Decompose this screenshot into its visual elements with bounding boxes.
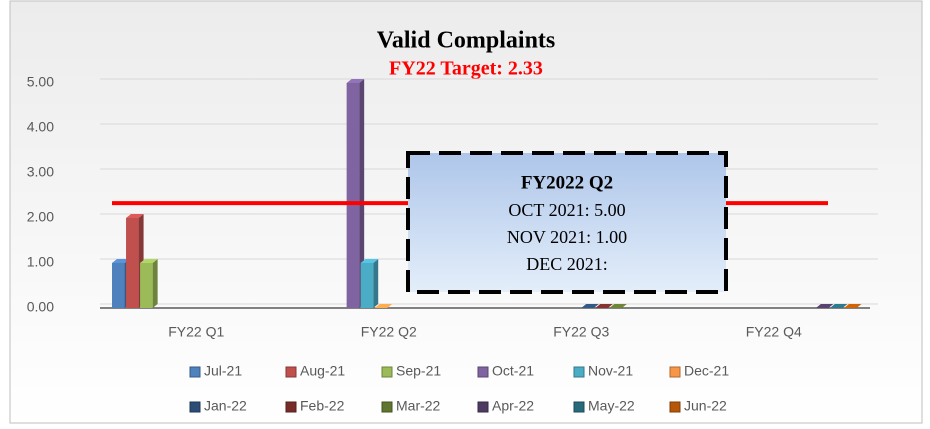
bar-top — [126, 214, 144, 218]
bar — [609, 304, 627, 308]
legend-label: Sep-21 — [396, 363, 441, 379]
y-tick-label: 0.00 — [27, 299, 54, 315]
legend-swatch — [285, 401, 297, 413]
legend-swatch — [669, 401, 681, 413]
bar — [360, 259, 379, 308]
legend-swatch — [573, 401, 585, 413]
bar-top — [581, 304, 599, 308]
y-tick-label: 5.00 — [27, 74, 54, 90]
annotation-box — [406, 151, 728, 294]
legend-label: Oct-21 — [492, 363, 534, 379]
legend-swatch — [381, 366, 393, 378]
legend-swatch — [669, 366, 681, 378]
bar-top — [346, 79, 365, 83]
legend-swatch — [573, 366, 585, 378]
bar — [140, 259, 158, 308]
bar-top — [815, 304, 834, 308]
bar-front — [112, 263, 125, 308]
bar-front — [126, 218, 139, 308]
legend-label: Jan-22 — [204, 398, 247, 414]
legend-label: Nov-21 — [588, 363, 633, 379]
annotation-line: DEC 2021: — [526, 254, 608, 274]
bar-front — [346, 83, 360, 308]
legend-swatch — [477, 366, 489, 378]
annotation-title: FY2022 Q2 — [521, 172, 613, 193]
bar-side — [152, 259, 158, 308]
bar — [843, 304, 862, 308]
legend: Jul-21 Aug-21 Sep-21 Oct-21 Nov-21 Dec-21 Jan-… — [189, 363, 729, 414]
x-tick-label: FY22 Q4 — [746, 324, 802, 340]
plot: 0.00 1.00 2.00 3.00 4.00 5.00 FY22 Q1 FY22 Q2 FY… — [27, 74, 878, 340]
bar-top — [360, 259, 379, 263]
legend-swatch — [381, 401, 393, 413]
annotation-line: OCT 2021: 5.00 — [508, 200, 625, 220]
y-tick-label: 1.00 — [27, 254, 54, 270]
annotation-line: NOV 2021: 1.00 — [507, 227, 627, 247]
legend-swatch — [477, 401, 489, 413]
bar — [581, 304, 599, 308]
bar-top — [609, 304, 627, 308]
legend-label: Mar-22 — [396, 398, 441, 414]
bar-top — [112, 259, 130, 263]
legend-swatch — [189, 366, 201, 378]
legend-swatch — [189, 401, 201, 413]
bar — [829, 304, 848, 308]
legend-label: Jun-22 — [684, 398, 727, 414]
target-label: FY22 Target: 2.33 — [389, 58, 543, 80]
x-tick-label: FY22 Q2 — [361, 324, 417, 340]
bar-top — [595, 304, 613, 308]
legend-swatch — [285, 366, 297, 378]
bar-front — [140, 263, 153, 308]
legend-label: Jul-21 — [204, 363, 242, 379]
bar-side — [359, 79, 365, 308]
bar-front — [360, 263, 374, 308]
bar — [374, 304, 393, 308]
legend-label: Feb-22 — [300, 398, 345, 414]
x-tick-label: FY22 Q3 — [553, 324, 609, 340]
legend-label: Dec-21 — [684, 363, 729, 379]
annotation: FY2022 Q2 OCT 2021: 5.00 NOV 2021: 1.00 … — [406, 151, 728, 294]
bar — [815, 304, 834, 308]
y-tick-label: 4.00 — [27, 119, 54, 135]
bar-top — [140, 259, 158, 263]
bar — [595, 304, 613, 308]
y-tick-label: 3.00 — [27, 164, 54, 180]
bar-top — [829, 304, 848, 308]
chart-title: Valid Complaints — [377, 28, 556, 54]
legend-label: May-22 — [588, 398, 635, 414]
bar-side — [373, 259, 379, 308]
y-tick-label: 2.00 — [27, 209, 54, 225]
bar — [346, 79, 365, 308]
x-tick-label: FY22 Q1 — [168, 324, 224, 340]
legend-label: Aug-21 — [300, 363, 345, 379]
bar-top — [843, 304, 862, 308]
legend-label: Apr-22 — [492, 398, 534, 414]
bar-top — [374, 304, 393, 308]
